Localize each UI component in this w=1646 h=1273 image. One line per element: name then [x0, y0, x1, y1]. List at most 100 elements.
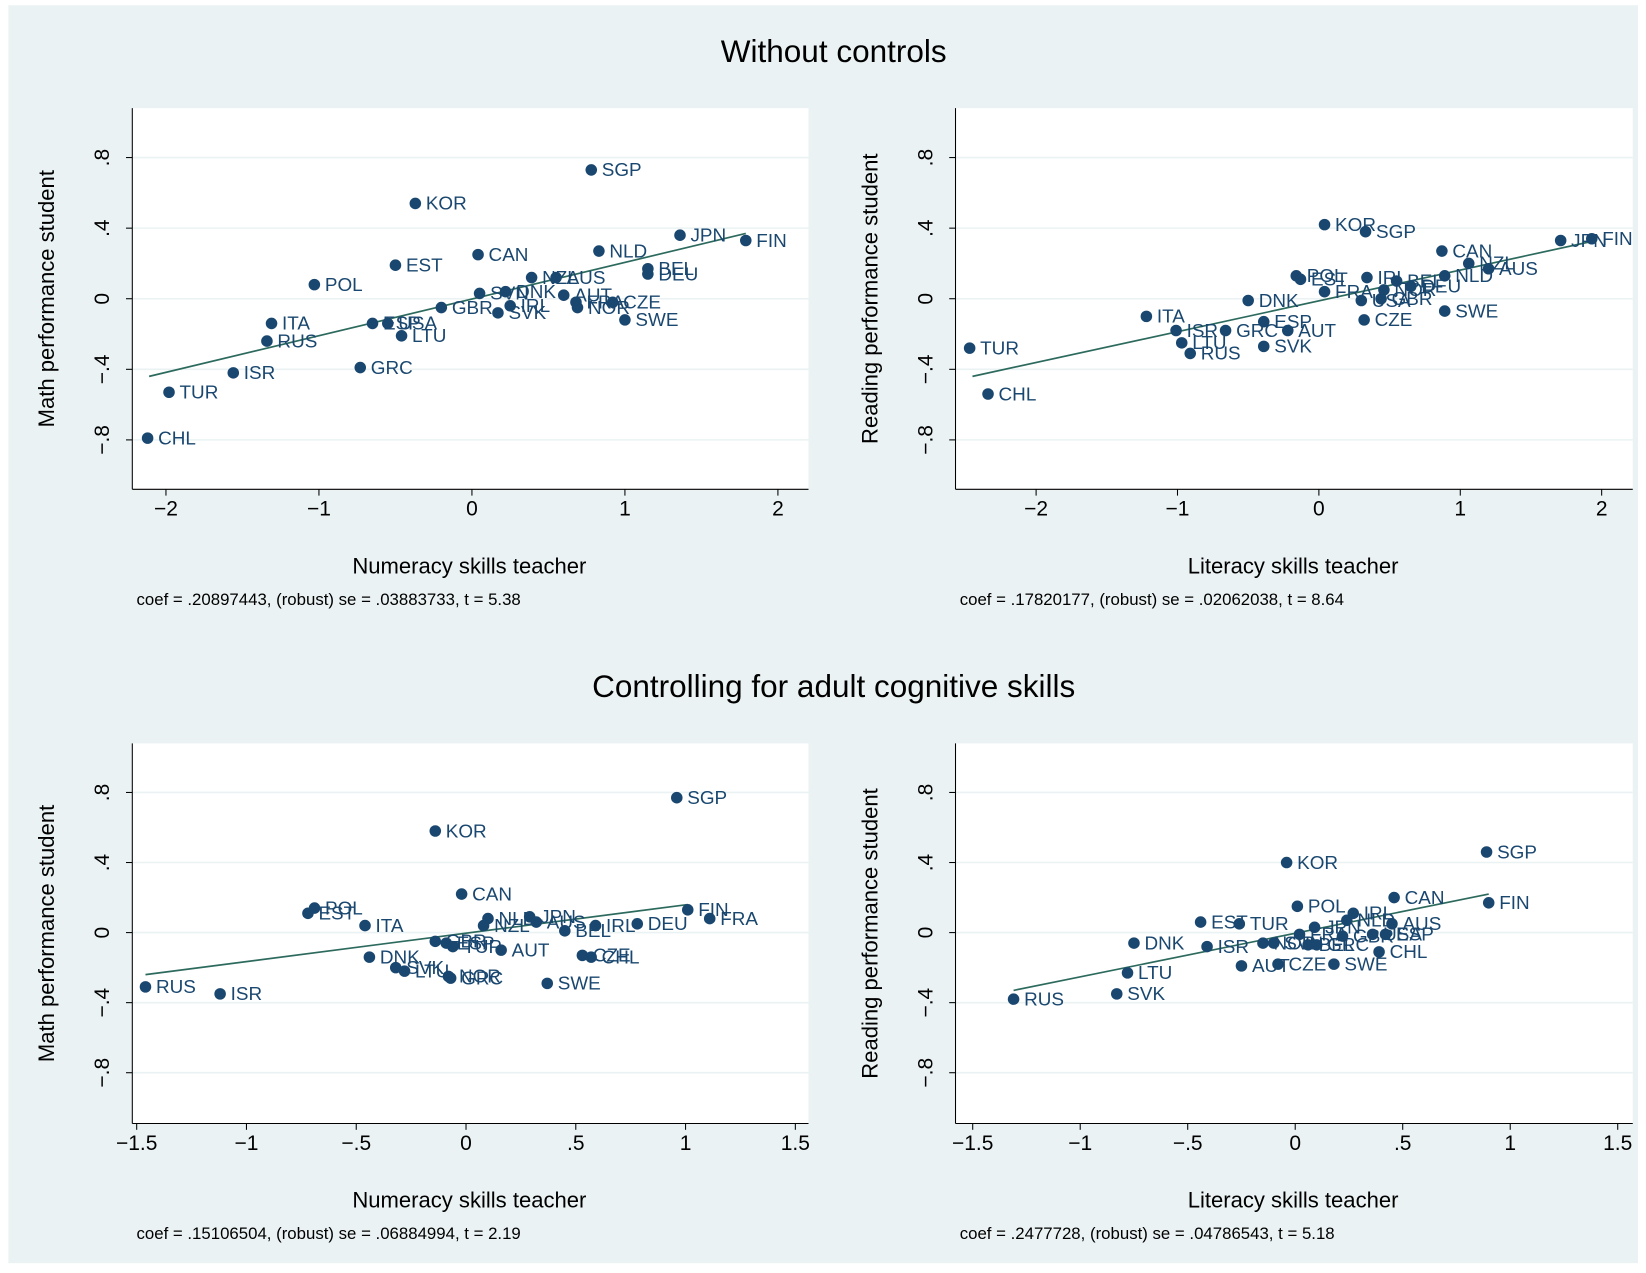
x-axis-title: Numeracy skills teacher	[352, 553, 586, 578]
data-point	[447, 940, 459, 953]
point-label: CAN	[1452, 241, 1492, 262]
note: coef = .17820177, (robust) se = .0206203…	[960, 590, 1344, 609]
data-point	[1293, 928, 1306, 941]
x-tick-label: −1	[1068, 1132, 1092, 1155]
x-tick-label: 0	[1289, 1132, 1301, 1155]
point-label: CHL	[158, 428, 196, 449]
data-point	[1328, 958, 1340, 970]
fit-line	[972, 239, 1597, 378]
data-point	[1007, 993, 1020, 1005]
data-point	[1482, 262, 1495, 275]
point-label: AUS	[1499, 259, 1538, 280]
y-tick-label: .8	[914, 149, 937, 167]
x-axis-title: Numeracy skills teacher	[352, 1188, 586, 1213]
data-point	[525, 271, 538, 284]
x-tick-label: 1	[680, 1132, 692, 1155]
y-tick-label: 0	[91, 927, 114, 939]
data-point	[455, 888, 468, 900]
y-tick-label: .4	[91, 219, 114, 237]
data-point	[982, 388, 994, 400]
data-point	[1462, 257, 1475, 270]
data-point	[1482, 897, 1495, 909]
data-point	[308, 902, 321, 914]
data-point	[495, 944, 507, 956]
x-tick-label: 1	[1504, 1132, 1516, 1155]
data-point	[1341, 914, 1353, 927]
point-label: CHL	[999, 384, 1037, 405]
point-label: ITA	[282, 314, 310, 335]
x-tick-label: −.5	[1173, 1132, 1203, 1155]
x-tick-label: −1.5	[116, 1132, 157, 1155]
y-tick-label: 0	[914, 293, 937, 305]
data-point	[227, 367, 240, 379]
y-tick-label: 0	[914, 927, 937, 939]
data-point	[1282, 324, 1294, 337]
point-label: SWE	[558, 974, 601, 995]
y-tick-label: −.8	[914, 425, 937, 455]
data-point	[1358, 314, 1370, 326]
data-point	[619, 314, 631, 326]
data-point	[1121, 967, 1134, 979]
point-label: EST	[1311, 270, 1348, 291]
x-tick-label: 1	[619, 498, 631, 521]
point-label: USA	[1383, 925, 1422, 946]
point-label: FRA	[1335, 282, 1373, 303]
point-label: AUT	[1252, 956, 1290, 977]
x-tick-label: 1	[1454, 498, 1466, 521]
point-label: FIN	[756, 231, 786, 252]
data-point	[671, 791, 683, 804]
point-label: NZL	[494, 916, 530, 937]
point-label: RUS	[156, 977, 196, 998]
data-point	[606, 296, 619, 309]
point-label: DEU	[1421, 277, 1461, 298]
y-tick-label: .8	[91, 149, 114, 167]
data-point	[631, 918, 644, 930]
x-tick-label: −1	[234, 1132, 258, 1155]
y-tick-label: −.4	[91, 354, 114, 384]
x-tick-label: −1.5	[952, 1132, 993, 1155]
x-axis-title: Literacy skills teacher	[1188, 1188, 1399, 1213]
data-point	[963, 342, 976, 354]
data-point	[1390, 275, 1403, 287]
data-point	[366, 317, 379, 330]
data-point	[1235, 960, 1248, 972]
data-point	[559, 925, 571, 937]
data-point	[1242, 294, 1254, 307]
point-label: DEU	[658, 264, 698, 285]
point-label: ITA	[376, 916, 404, 937]
point-label: SGP	[687, 788, 727, 809]
point-label: NOR	[1394, 280, 1436, 301]
data-point	[389, 259, 402, 271]
data-point	[1378, 284, 1390, 296]
point-label: ISR	[231, 984, 263, 1005]
data-point	[492, 307, 504, 319]
data-point	[409, 197, 422, 210]
point-label: FIN	[1499, 893, 1529, 914]
point-label: GRC	[371, 358, 413, 379]
x-tick-label: 1.5	[1603, 1132, 1632, 1155]
point-label: GBR	[1353, 926, 1394, 947]
data-point	[530, 916, 543, 928]
section-title: Without controls	[721, 33, 947, 69]
point-label: NOR	[459, 967, 501, 988]
point-label: DNK	[380, 947, 420, 968]
note: coef = .15106504, (robust) se = .0688499…	[137, 1224, 521, 1243]
y-tick-label: −.8	[91, 1058, 114, 1088]
data-point	[740, 234, 752, 247]
fit-line	[145, 903, 688, 976]
point-label: AUS	[1402, 914, 1441, 935]
point-label: SVK	[406, 958, 444, 979]
data-point	[1336, 930, 1349, 942]
point-label: EST	[318, 904, 355, 925]
y-tick-label: −.8	[91, 425, 114, 455]
data-point	[1318, 218, 1331, 231]
x-tick-label: 2	[1596, 498, 1608, 521]
data-point	[1184, 347, 1196, 360]
data-point	[265, 317, 278, 330]
data-point	[359, 919, 371, 932]
data-point	[1175, 337, 1188, 349]
data-point	[589, 919, 602, 932]
point-label: BEL	[658, 259, 694, 280]
point-label: CZE	[1375, 310, 1413, 331]
